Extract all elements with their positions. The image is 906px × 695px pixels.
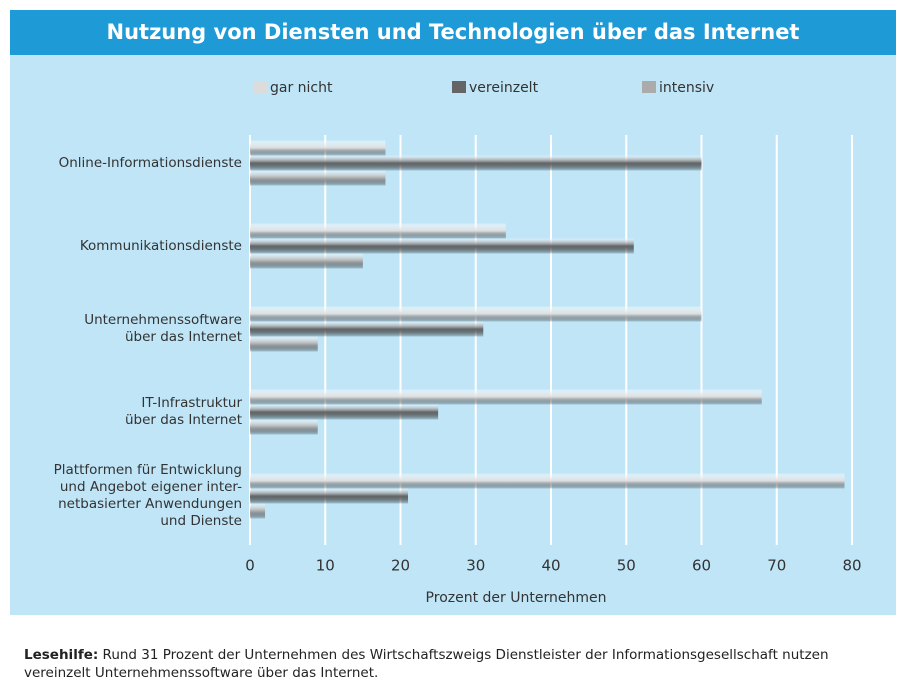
bar	[250, 389, 762, 405]
legend-swatch	[253, 81, 267, 93]
bar	[250, 238, 634, 254]
x-tick-label: 30	[466, 557, 485, 575]
category-label: Kommunikationsdienste	[79, 237, 242, 254]
legend-label: gar nicht	[270, 80, 333, 96]
x-tick-label: 70	[767, 557, 786, 575]
bar	[250, 253, 363, 269]
legend-swatch	[642, 81, 656, 93]
chart-title: Nutzung von Diensten und Technologien üb…	[10, 10, 896, 55]
category-label: IT-Infrastruktur über das Internet	[124, 395, 242, 428]
category-label: Plattformen für Entwicklung und Angebot …	[53, 462, 242, 529]
bar	[250, 155, 702, 171]
x-tick-label: 20	[391, 557, 410, 575]
footnote: Lesehilfe: Rund 31 Prozent der Unternehm…	[24, 646, 884, 682]
bar	[250, 170, 386, 186]
bar	[250, 321, 484, 337]
bar	[250, 306, 702, 322]
bar	[250, 419, 318, 435]
x-axis-label: Prozent der Unternehmen	[426, 590, 607, 606]
bar	[250, 503, 266, 519]
legend-label: intensiv	[659, 80, 714, 96]
bar	[250, 404, 439, 420]
category-label: Unternehmenssoftware über das Internet	[84, 312, 242, 345]
bar	[250, 140, 386, 156]
x-tick-label: 40	[541, 557, 560, 575]
x-tick-label: 50	[617, 557, 636, 575]
bar	[250, 336, 318, 352]
bar	[250, 473, 845, 489]
bar	[250, 488, 409, 504]
x-tick-label: 80	[842, 557, 861, 575]
legend-swatch	[452, 81, 466, 93]
footnote-label: Lesehilfe:	[24, 647, 99, 663]
x-tick-label: 10	[316, 557, 335, 575]
legend-label: vereinzelt	[469, 80, 539, 96]
x-tick-label: 0	[245, 557, 255, 575]
category-label: Online-Informationsdienste	[58, 154, 242, 171]
footnote-text: Rund 31 Prozent der Unternehmen des Wirt…	[24, 647, 829, 681]
bar	[250, 223, 506, 239]
x-tick-label: 60	[692, 557, 711, 575]
